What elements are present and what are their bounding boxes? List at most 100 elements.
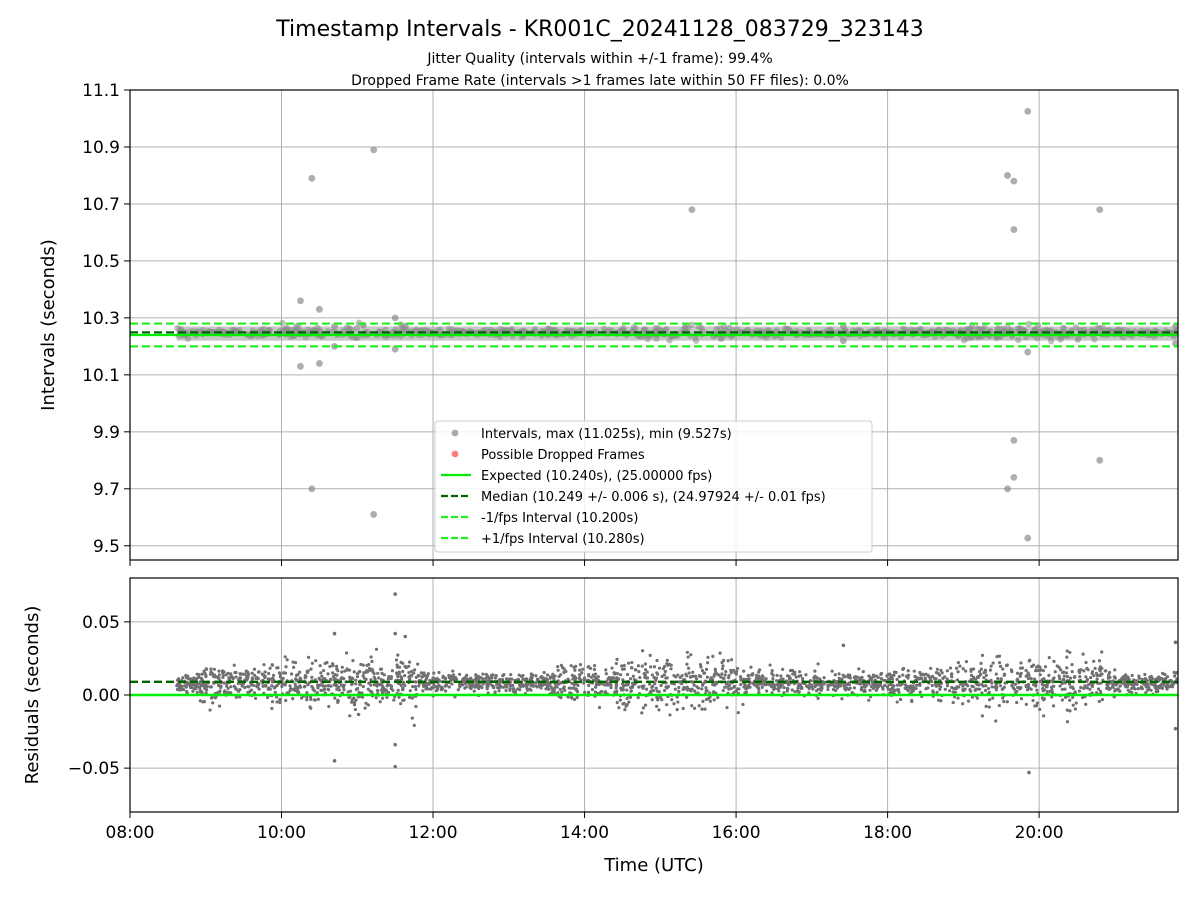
residual-point <box>447 676 451 680</box>
residual-point <box>1035 665 1039 669</box>
residual-point <box>280 677 284 681</box>
residual-point <box>750 673 754 677</box>
residual-point <box>420 675 424 679</box>
residual-point <box>516 687 520 691</box>
residual-point <box>939 699 943 703</box>
residual-point <box>1035 701 1039 705</box>
residual-point <box>508 683 512 687</box>
residual-point <box>704 667 709 671</box>
residual-point <box>367 666 372 671</box>
residual-point <box>298 685 303 689</box>
intervals-data-area <box>130 107 1178 542</box>
residual-point <box>486 691 490 695</box>
interval-point <box>1094 325 1101 332</box>
residual-point <box>326 687 330 691</box>
residual-point <box>879 672 883 677</box>
interval-point <box>486 329 493 336</box>
residual-point <box>1041 698 1046 702</box>
residual-point <box>834 684 838 688</box>
residual-point <box>643 703 648 707</box>
interval-point <box>629 329 637 336</box>
residual-point <box>775 673 779 677</box>
residual-point <box>431 685 435 690</box>
residual-point <box>1104 669 1108 673</box>
interval-point <box>1031 326 1039 333</box>
intervals-y-tick-label: 10.3 <box>82 309 120 329</box>
residual-point <box>723 673 727 677</box>
residual-point <box>1113 676 1117 680</box>
residual-point <box>1090 669 1095 674</box>
residual-point <box>1064 671 1069 675</box>
residual-point <box>412 668 417 672</box>
residual-point <box>772 687 776 691</box>
residual-point <box>738 675 743 679</box>
residual-point <box>819 686 823 690</box>
intervals-y-tick-label: 10.1 <box>82 366 120 386</box>
residual-point <box>362 671 366 675</box>
residual-point <box>659 683 663 688</box>
residual-point <box>323 661 327 665</box>
residual-point <box>887 683 892 687</box>
residual-point <box>1031 698 1035 703</box>
residual-point <box>790 688 794 692</box>
residual-point <box>437 670 441 675</box>
interval-point <box>370 511 378 518</box>
residual-point <box>312 689 317 693</box>
residual-point <box>326 684 330 688</box>
residual-point <box>497 683 502 687</box>
residual-point <box>896 687 901 692</box>
residual-point <box>1045 689 1049 694</box>
residual-point <box>951 690 955 694</box>
residual-point <box>848 686 852 690</box>
residual-point <box>581 667 585 671</box>
residual-point <box>1067 682 1072 686</box>
residual-point <box>203 671 207 675</box>
residual-point <box>956 670 960 674</box>
residual-point <box>592 664 597 668</box>
residual-point <box>1010 683 1014 688</box>
residual-point <box>672 682 676 686</box>
residual-point <box>1099 672 1104 676</box>
residual-point <box>411 685 415 689</box>
residual-point <box>305 698 309 702</box>
residual-point <box>634 668 638 672</box>
residual-point <box>400 677 404 681</box>
residual-point <box>1082 669 1086 673</box>
residual-point <box>1093 666 1097 670</box>
residual-point <box>321 677 326 681</box>
residual-point <box>724 669 728 674</box>
residual-point <box>1019 671 1023 676</box>
residual-point <box>1016 677 1020 681</box>
residual-point <box>868 688 872 692</box>
residual-point <box>969 667 973 671</box>
residual-point <box>500 678 505 682</box>
residual-point <box>222 681 226 685</box>
intervals-y-tick-label: 11.1 <box>82 81 120 101</box>
residual-point <box>817 677 822 681</box>
residual-point <box>481 682 485 686</box>
residual-point <box>378 700 382 704</box>
residual-point <box>955 685 959 689</box>
interval-point <box>1010 436 1018 444</box>
residual-point <box>403 664 407 668</box>
residual-point <box>332 759 337 763</box>
residual-point <box>930 679 934 684</box>
interval-point <box>663 326 670 333</box>
residual-point <box>885 685 890 689</box>
residual-point <box>525 677 529 681</box>
residual-point <box>458 672 462 676</box>
residual-point <box>989 664 993 668</box>
residual-point <box>374 647 379 651</box>
residual-point <box>945 669 949 673</box>
residual-point <box>275 666 279 670</box>
interval-point <box>306 328 314 336</box>
residual-point <box>331 664 335 668</box>
residual-point <box>393 592 397 596</box>
residual-point <box>680 673 684 678</box>
residual-point <box>525 686 529 690</box>
residual-point <box>881 687 885 691</box>
residual-point <box>217 704 222 708</box>
residual-point <box>1065 655 1069 659</box>
residual-point <box>539 686 543 690</box>
legend-box <box>434 420 873 553</box>
